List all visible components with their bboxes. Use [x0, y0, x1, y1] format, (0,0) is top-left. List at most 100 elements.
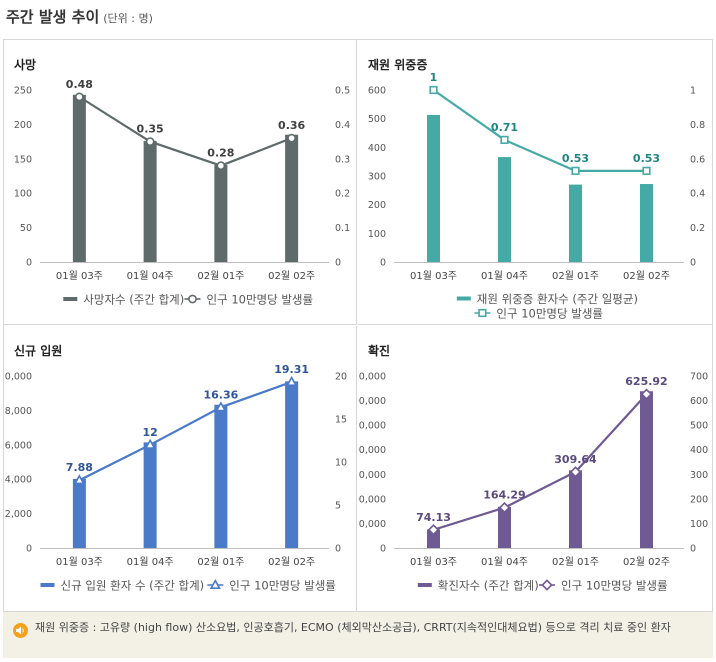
y-right-tick-label: 0	[690, 544, 696, 555]
bar	[640, 391, 653, 548]
y-left-tick-label: 10,000	[4, 372, 32, 383]
bar	[143, 140, 157, 262]
y-right-tick-label: 0.1	[335, 223, 350, 234]
line-marker	[144, 438, 156, 449]
line-marker	[500, 135, 509, 144]
y-left-tick-label: 2,000	[5, 509, 32, 520]
line-marker	[498, 501, 511, 514]
x-tick-label: 02월 01주	[552, 556, 599, 568]
x-tick-label: 02월 01주	[197, 270, 244, 282]
y-left-tick-label: 100	[14, 189, 32, 200]
confirmed-chart: 0 50,000 100,000 150,000 200,000 250,000 300,0…	[358, 372, 708, 593]
line-marker	[429, 85, 438, 95]
y-right-tick-label: 300	[690, 470, 708, 481]
legend-line-label: 인구 10만명당 발생률	[496, 307, 603, 321]
y-right-tick-label: 0.4	[690, 189, 705, 200]
data-label: 1	[430, 71, 438, 84]
page-header: 주간 발생 추이 (단위 : 명)	[6, 6, 153, 28]
data-label: 7.88	[66, 461, 93, 474]
chart-title: 사망	[14, 58, 37, 72]
footnote-text: 재원 위중증 : 고유량 (high flow) 산소요법, 인공호흡기, EC…	[35, 621, 671, 634]
line-marker	[216, 161, 226, 171]
x-tick-label: 01월 04주	[481, 556, 528, 568]
y-left-tick-label: 600	[368, 86, 386, 97]
y-left-tick-label: 0	[26, 544, 32, 555]
line-marker	[640, 388, 653, 400]
panel-confirmed: 확진 0 50,000 100,000 150,000 200,000 250,000 30…	[358, 326, 712, 611]
line-marker	[478, 308, 487, 318]
legend-bar-label: 신규 입원 환자 수 (주간 합계)	[61, 579, 205, 593]
y-left-tick-label: 100,000	[358, 494, 386, 505]
y-right-tick-label: 10	[335, 458, 347, 469]
data-label: 74.13	[416, 511, 451, 524]
bar	[285, 381, 299, 548]
y-right-tick-label: 0	[690, 258, 696, 269]
series-line	[78, 95, 293, 167]
chart-title: 확진	[368, 344, 391, 358]
bar	[498, 506, 511, 548]
y-right-tick-label: 0	[335, 544, 341, 555]
series-line	[433, 393, 648, 531]
deaths-chart: 0 50 100 150 200 250 0 0.1 0.2 0.3 0.4 0.5 01월 03주 01…	[14, 78, 350, 307]
y-right-tick-label: 0.4	[335, 120, 350, 131]
bar	[72, 478, 86, 548]
series-line	[432, 89, 647, 172]
y-left-tick-label: 200,000	[358, 445, 386, 456]
y-right-tick-label: 0.3	[335, 154, 350, 165]
data-label: 19.31	[274, 363, 309, 376]
x-tick-label: 01월 04주	[127, 556, 174, 568]
footnote: 재원 위중증 : 고유량 (high flow) 산소요법, 인공호흡기, EC…	[3, 612, 713, 658]
y-right-tick-label: 0.2	[690, 223, 705, 234]
y-right-tick-label: 20	[335, 372, 347, 383]
y-right-tick-label: 5	[335, 501, 341, 512]
legend-bar-swatch	[40, 583, 55, 587]
y-right-tick-label: 1	[690, 86, 696, 97]
panel-critical: 재원 위중증 0 100 200 300 400 500 600 0 0.2 0.4 0.6 0.8 1…	[358, 40, 712, 325]
line-marker	[569, 466, 582, 478]
line-marker	[287, 133, 297, 143]
line-marker	[188, 294, 197, 304]
y-right-tick-label: 200	[690, 494, 708, 505]
line-marker	[215, 401, 227, 412]
y-left-tick-label: 4,000	[5, 475, 32, 486]
chart-title: 재원 위중증	[368, 58, 428, 72]
x-tick-label: 02월 01주	[552, 270, 599, 282]
x-tick-label: 01월 03주	[56, 556, 103, 568]
y-left-tick-label: 0	[380, 258, 386, 269]
legend-line-label: 인구 10만명당 발생률	[561, 579, 668, 593]
bar	[569, 470, 582, 548]
data-label: 0.71	[491, 121, 518, 134]
speaker-icon	[13, 623, 28, 638]
line-marker	[571, 166, 580, 175]
y-left-tick-label: 200	[368, 200, 386, 211]
x-tick-label: 01월 04주	[127, 270, 174, 282]
legend-bar-label: 확진자수 (주간 합계)	[438, 579, 539, 593]
chart-title: 신규 입원	[14, 344, 63, 358]
x-tick-label: 02월 02주	[268, 556, 315, 568]
y-right-tick-label: 0.6	[690, 154, 705, 165]
data-label: 0.53	[562, 152, 589, 165]
line-marker	[286, 375, 298, 386]
line-marker	[541, 579, 553, 591]
line-marker	[642, 166, 651, 175]
legend-bar-label: 재원 위중증 환자수 (주간 일평균)	[477, 292, 638, 306]
y-right-tick-label: 700	[690, 372, 708, 383]
x-tick-label: 02월 02주	[623, 556, 670, 568]
page-title: 주간 발생 추이	[6, 8, 100, 26]
data-label: 0.35	[137, 123, 164, 136]
data-label: 16.36	[203, 388, 238, 401]
critical-chart: 0 100 200 300 400 500 600 0 0.2 0.4 0.6 0.8 1 01월 03주…	[368, 71, 705, 321]
y-left-tick-label: 0	[380, 544, 386, 555]
data-label: 0.36	[278, 119, 305, 132]
series-line	[78, 380, 292, 482]
bar	[143, 442, 157, 548]
y-left-tick-label: 50,000	[358, 519, 386, 530]
x-tick-label: 01월 03주	[56, 270, 103, 282]
bar	[427, 114, 440, 262]
y-right-tick-label: 600	[690, 396, 708, 407]
x-tick-label: 01월 03주	[410, 270, 457, 282]
y-left-tick-label: 300,000	[358, 396, 386, 407]
admissions-chart: 0 2,000 4,000 6,000 8,000 10,000 0 5 10 15 20 01월 0…	[4, 363, 347, 593]
bar	[569, 184, 582, 262]
legend-bar-swatch	[63, 297, 78, 301]
